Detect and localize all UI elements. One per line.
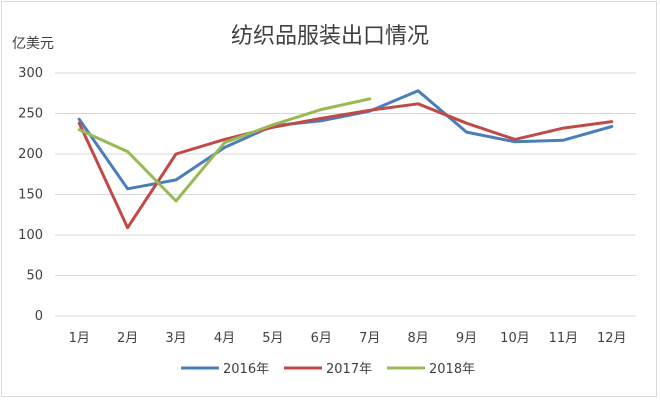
series-line-2017年 [77,102,614,230]
x-tick-label: 9月 [456,331,477,346]
x-tick-label: 6月 [311,331,332,346]
x-tick-label: 4月 [214,331,235,346]
legend-label: 2018年 [429,362,475,377]
x-tick-label: 11月 [549,331,579,346]
y-tick-label: 100 [18,228,43,243]
x-axis-ticks: 1月 2月 3月 4月 5月 6月 7月 8月 9月 10月 11月 12月 [69,331,627,346]
y-tick-label: 200 [18,147,43,162]
series-lines [77,89,614,230]
x-tick-label: 3月 [165,331,186,346]
x-tick-label: 2月 [117,331,138,346]
y-tick-label: 150 [18,188,43,203]
y-axis-unit-label: 亿美元 [12,36,54,52]
legend-label: 2017年 [326,362,372,377]
series-line-2018年 [77,97,372,203]
y-tick-label: 250 [18,107,43,122]
gridlines [55,72,636,317]
series-line-2016年 [77,89,614,191]
x-tick-label: 1月 [69,331,90,346]
x-tick-label: 5月 [262,331,283,346]
x-tick-label: 7月 [359,331,380,346]
y-axis-ticks: 0 50 100 150 200 250 300 [18,66,43,324]
x-tick-label: 10月 [500,331,530,346]
y-tick-label: 50 [26,269,43,284]
x-tick-label: 12月 [597,331,627,346]
y-tick-label: 0 [35,309,43,324]
x-tick-label: 8月 [407,331,428,346]
legend-label: 2016年 [223,362,269,377]
y-tick-label: 300 [18,66,43,81]
chart-title: 纺织品服装出口情况 [231,24,429,49]
legend: 2016年 2017年 2018年 [181,362,475,377]
